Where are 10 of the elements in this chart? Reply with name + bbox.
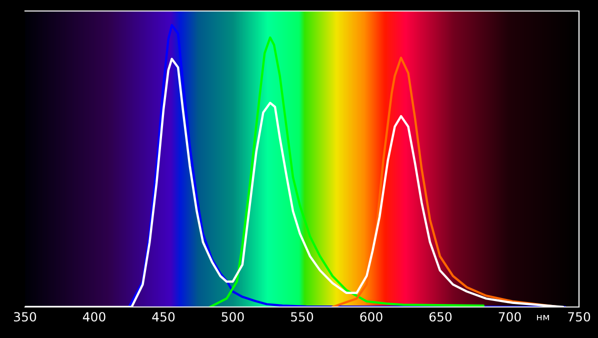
x-tick-label: 400 [82, 312, 106, 322]
x-axis-title: нм [537, 314, 549, 320]
x-tick-label: 450 [152, 312, 175, 322]
x-tick-label: 700 [498, 312, 521, 322]
x-tick-label: 350 [14, 312, 36, 322]
x-tick-label: 500 [222, 312, 244, 322]
x-tick-label: 550 [291, 312, 314, 322]
x-tick-label: 650 [429, 312, 452, 322]
x-tick-label: 750 [568, 312, 590, 322]
x-tick-label: 600 [360, 312, 382, 322]
